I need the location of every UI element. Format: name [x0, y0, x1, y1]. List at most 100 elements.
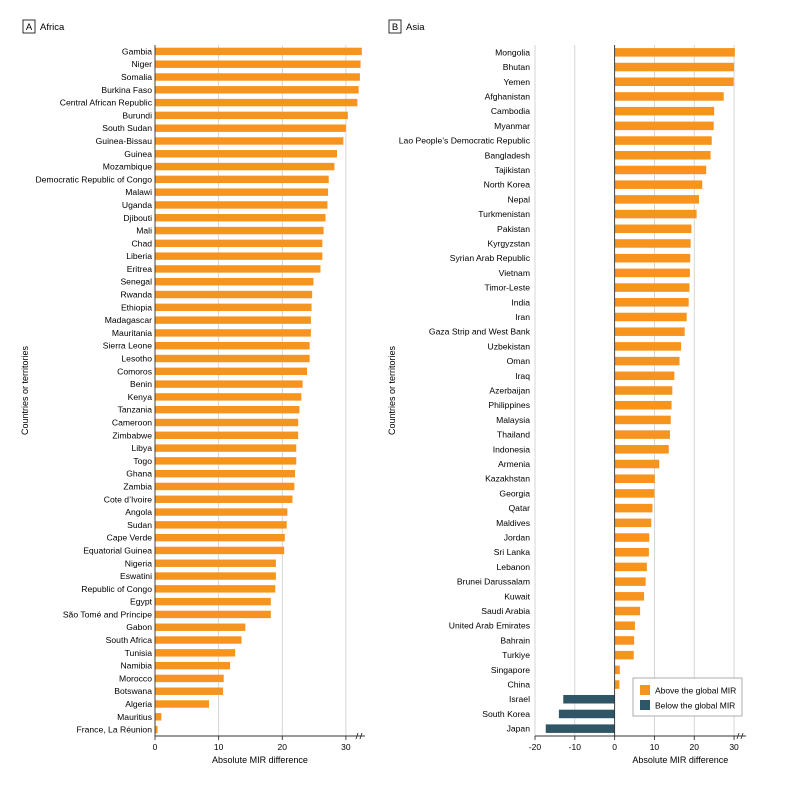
bar — [155, 610, 271, 619]
category-label: Kyrgyzstan — [487, 238, 530, 248]
bar — [614, 518, 652, 528]
bar — [614, 298, 689, 307]
bar — [614, 253, 691, 263]
bar — [155, 469, 295, 478]
bar — [155, 73, 360, 81]
bar — [155, 290, 313, 299]
panel-b-title: Asia — [406, 22, 425, 33]
category-label: Mauritius — [117, 712, 152, 722]
category-label: Botswana — [114, 686, 152, 696]
panel-a-title: Africa — [40, 22, 65, 33]
category-label: Tajikistan — [495, 165, 531, 175]
bar — [155, 508, 288, 516]
bar — [614, 121, 714, 131]
bar — [614, 48, 735, 57]
category-label: Kazakhstan — [485, 474, 530, 484]
x-tick-label: 30 — [729, 742, 739, 752]
bar — [155, 585, 276, 593]
bar — [614, 224, 692, 234]
bar — [155, 687, 224, 695]
category-label: Mauritania — [112, 328, 152, 338]
category-label: Malaysia — [496, 415, 530, 425]
y-axis-label: Countries or territories — [20, 345, 30, 435]
bar — [614, 474, 655, 483]
category-label: Cambodia — [491, 106, 530, 116]
bar — [155, 700, 210, 708]
category-label: Kenya — [128, 392, 153, 402]
category-label: Cote d’Ivoire — [104, 494, 152, 504]
category-label: Ethiopia — [121, 302, 152, 312]
category-label: Maldives — [496, 518, 530, 528]
bar — [155, 342, 310, 350]
bar — [155, 444, 297, 452]
bar — [614, 386, 673, 395]
category-label: Bahrain — [500, 635, 530, 645]
bar — [155, 380, 303, 388]
category-label: Turkiye — [502, 650, 530, 660]
bar — [155, 278, 314, 286]
legend-box — [632, 677, 743, 717]
category-label: Thailand — [497, 430, 530, 440]
bar — [614, 400, 672, 410]
x-tick-label: 0 — [612, 742, 617, 752]
category-label: Gaza Strip and West Bank — [429, 327, 531, 337]
category-label: Qatar — [509, 503, 531, 513]
bar — [155, 649, 236, 657]
x-tick-label: 30 — [341, 742, 351, 752]
x-tick-label: 10 — [214, 742, 224, 752]
bar — [155, 329, 311, 337]
category-label: Armenia — [498, 459, 530, 469]
bar — [614, 430, 670, 439]
legend: Above the global MIR Below the global MI… — [632, 677, 743, 717]
category-label: Pakistan — [497, 224, 530, 234]
bar — [614, 459, 660, 469]
category-label: Georgia — [499, 488, 530, 498]
x-tick-label: 0 — [153, 742, 158, 752]
bar — [155, 354, 310, 363]
bar — [155, 98, 358, 107]
category-label: India — [511, 297, 530, 307]
legend-swatch-below — [640, 700, 650, 710]
x-tick-label: -10 — [569, 742, 582, 752]
category-label: Ghana — [126, 469, 152, 479]
panel-b-letter: B — [392, 22, 398, 33]
legend-swatch-above — [640, 685, 650, 695]
bar — [155, 674, 224, 683]
category-label: South Sudan — [102, 123, 152, 133]
asia-chart: Mongolia Bhutan Yemen Afghanistan Cambodia My… — [387, 45, 746, 765]
legend-label-below: Below the global MIR — [655, 701, 735, 711]
category-label: Iran — [515, 312, 530, 322]
category-label: Bhutan — [503, 62, 530, 72]
bar — [155, 137, 344, 145]
category-label: Vietnam — [499, 268, 530, 278]
bar — [614, 136, 712, 145]
category-label: Mozambique — [103, 162, 152, 172]
bar — [155, 201, 328, 209]
bar — [155, 636, 242, 644]
bar — [155, 559, 276, 567]
axis-break-mark — [740, 732, 744, 740]
category-label: Saudi Arabia — [481, 606, 530, 616]
bar — [614, 577, 646, 586]
bar — [614, 342, 682, 351]
bar — [614, 77, 734, 87]
category-label: Indonesia — [493, 444, 530, 454]
bar — [614, 445, 669, 454]
bar — [614, 547, 649, 557]
bar — [614, 356, 680, 366]
bar — [614, 151, 711, 160]
category-label: Cape Verde — [107, 533, 153, 543]
bar — [614, 533, 650, 542]
category-label: Cameroon — [112, 417, 152, 427]
category-label: Zambia — [123, 481, 152, 491]
category-label: Sri Lanka — [494, 547, 531, 557]
bar — [614, 371, 675, 381]
bar — [155, 265, 321, 273]
x-axis-label: Absolute MIR difference — [632, 755, 728, 765]
category-label: Namibia — [120, 661, 152, 671]
bar — [545, 724, 615, 733]
category-label: Gambia — [122, 46, 152, 56]
category-label: Lesotho — [121, 354, 152, 364]
category-label: China — [508, 680, 531, 690]
x-tick-label: 20 — [690, 742, 700, 752]
